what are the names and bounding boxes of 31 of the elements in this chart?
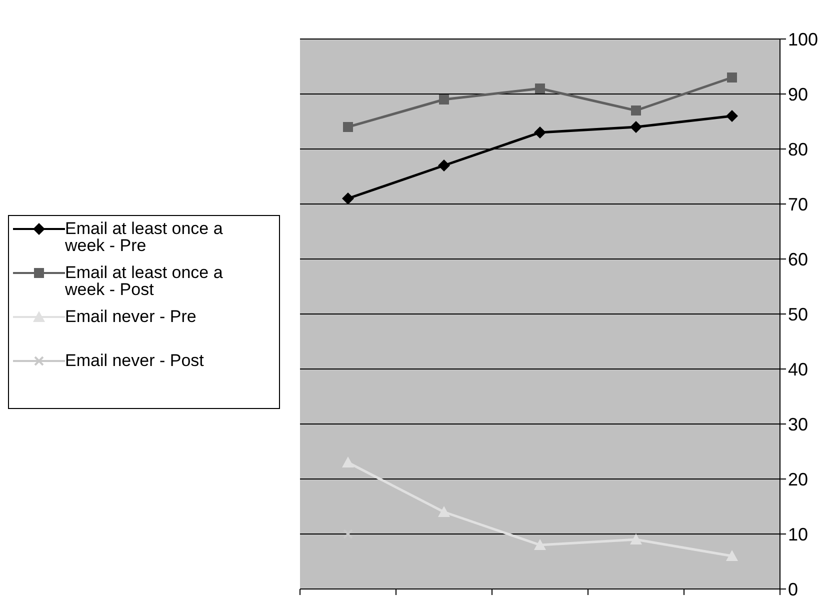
point xyxy=(726,550,738,561)
point xyxy=(727,72,737,82)
point xyxy=(342,456,354,468)
point xyxy=(630,534,642,544)
point xyxy=(439,94,449,104)
point xyxy=(438,160,450,172)
y-tick-label: 10 xyxy=(788,524,808,544)
point xyxy=(534,539,546,550)
y-tick-label: 20 xyxy=(788,469,808,490)
point xyxy=(630,121,642,133)
legend-label: Email never - Pre xyxy=(65,307,198,326)
point xyxy=(438,506,450,517)
legend-label: Email at least once a week - Post xyxy=(65,263,224,299)
y-tick-label: 80 xyxy=(788,139,808,160)
y-tick-label: 0 xyxy=(788,579,798,600)
point xyxy=(535,84,545,94)
point xyxy=(726,110,738,122)
point xyxy=(534,126,546,138)
y-tick-label: 30 xyxy=(788,414,808,434)
y-tick-label: 40 xyxy=(788,359,808,380)
y-tick-label: 50 xyxy=(788,304,808,324)
y-tick-label: 60 xyxy=(788,249,808,270)
point xyxy=(631,106,641,116)
legend-label: Email never - Post xyxy=(65,351,205,370)
y-tick-label: 100 xyxy=(788,29,818,50)
y-tick-label: 90 xyxy=(788,84,808,104)
point xyxy=(343,529,353,539)
point xyxy=(342,192,354,204)
y-tick-label: 70 xyxy=(788,194,808,214)
legend-label: Email at least once a week - Pre xyxy=(65,219,224,255)
point xyxy=(343,122,353,132)
